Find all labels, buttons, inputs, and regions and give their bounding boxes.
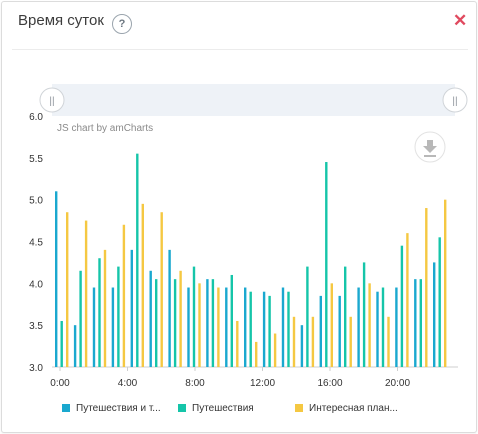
bar-series2[interactable] <box>268 295 271 367</box>
bar-series3[interactable] <box>103 249 107 367</box>
bar-series3[interactable] <box>425 208 428 367</box>
bar-series2[interactable] <box>362 262 366 367</box>
legend-swatch-1 <box>62 404 70 412</box>
scrollbar-left-grip: || <box>49 96 54 107</box>
bar-series3[interactable] <box>236 320 239 367</box>
y-tick-label: 5.0 <box>29 196 43 207</box>
scrollbar-right-handle[interactable]: || <box>442 87 468 113</box>
bar-series1[interactable] <box>187 287 190 367</box>
bar-series1[interactable] <box>111 287 115 367</box>
x-tick-label: 12:00 <box>250 378 275 389</box>
bar-series2[interactable] <box>79 270 82 367</box>
x-tick-label: 4:00 <box>118 378 138 389</box>
x-tick-label: 8:00 <box>185 378 205 389</box>
bar-series2[interactable] <box>136 153 139 367</box>
bar-series2[interactable] <box>230 274 233 367</box>
bar-series3[interactable] <box>387 316 390 367</box>
legend: Путешествия и т... Путешествия Интересна… <box>0 403 478 423</box>
x-tick-label: 16:00 <box>317 378 342 389</box>
bar-series3[interactable] <box>141 203 144 367</box>
legend-item-2[interactable]: Путешествия <box>178 403 254 414</box>
bar-series1[interactable] <box>225 287 228 367</box>
bar-series3[interactable] <box>273 333 277 367</box>
scrollbar-track[interactable] <box>52 84 455 116</box>
legend-label-3: Интересная план... <box>309 403 398 414</box>
bar-series2[interactable] <box>344 266 347 367</box>
x-tick-label: 0:00 <box>50 378 70 389</box>
bar-series1[interactable] <box>244 287 247 367</box>
bar-series3[interactable] <box>66 212 69 367</box>
bar-series1[interactable] <box>206 279 209 367</box>
legend-label-1: Путешествия и т... <box>76 403 161 414</box>
download-icon[interactable] <box>414 131 446 163</box>
bar-series3[interactable] <box>255 341 258 367</box>
bar-series3[interactable] <box>84 220 88 367</box>
bar-series1[interactable] <box>376 291 379 367</box>
bar-series2[interactable] <box>438 237 441 367</box>
scrollbar-left-handle[interactable]: || <box>39 87 65 113</box>
bar-series1[interactable] <box>300 325 304 367</box>
bar-series3[interactable] <box>179 270 182 367</box>
bar-series1[interactable] <box>149 270 152 367</box>
bar-series1[interactable] <box>433 262 436 367</box>
bar-series1[interactable] <box>168 249 171 367</box>
bar-series1[interactable] <box>395 287 398 367</box>
help-icon[interactable]: ? <box>112 14 132 34</box>
legend-item-3[interactable]: Интересная план... <box>295 403 398 414</box>
bar-series2[interactable] <box>211 279 215 367</box>
y-tick-label: 5.5 <box>29 154 43 165</box>
y-tick-label: 4.0 <box>29 279 43 290</box>
close-icon[interactable]: ✕ <box>453 11 468 30</box>
bar-series2[interactable] <box>117 266 120 367</box>
legend-swatch-2 <box>178 404 186 412</box>
bar-series2[interactable] <box>400 245 404 367</box>
bar-series2[interactable] <box>419 279 422 367</box>
bar-series1[interactable] <box>55 191 58 367</box>
divider <box>12 49 468 50</box>
bar-series2[interactable] <box>381 287 385 367</box>
bar-series2[interactable] <box>325 162 328 367</box>
bar-series2[interactable] <box>173 279 177 367</box>
bar-series2[interactable] <box>306 266 309 367</box>
bar-series1[interactable] <box>319 295 322 367</box>
bar-series3[interactable] <box>330 283 333 367</box>
bar-series1[interactable] <box>92 287 96 367</box>
bar-series1[interactable] <box>357 287 360 367</box>
bar-series3[interactable] <box>311 316 315 367</box>
y-tick-label: 6.0 <box>29 112 43 123</box>
bar-series2[interactable] <box>155 279 158 367</box>
y-tick-label: 3.0 <box>29 363 43 374</box>
bar-series1[interactable] <box>281 287 285 367</box>
bar-series1[interactable] <box>130 249 133 367</box>
bar-series3[interactable] <box>406 233 409 367</box>
bar-series2[interactable] <box>98 258 101 367</box>
bar-series3[interactable] <box>292 316 296 367</box>
y-tick-label: 3.5 <box>29 321 43 332</box>
bar-series2[interactable] <box>249 291 252 367</box>
bar-series3[interactable] <box>217 287 220 367</box>
chart-credit: JS chart by amCharts <box>57 123 153 134</box>
bar-series2[interactable] <box>60 320 63 367</box>
bar-series1[interactable] <box>338 295 341 367</box>
y-tick-label: 4.5 <box>29 238 43 249</box>
panel-title: Время суток <box>18 12 104 29</box>
bar-series3[interactable] <box>349 316 352 367</box>
bar-series3[interactable] <box>444 199 447 367</box>
bar-series3[interactable] <box>368 283 371 367</box>
bar-series1[interactable] <box>414 279 417 367</box>
legend-item-1[interactable]: Путешествия и т... <box>62 403 161 414</box>
bar-series2[interactable] <box>192 266 196 367</box>
legend-label-2: Путешествия <box>192 403 254 414</box>
bar-series3[interactable] <box>122 224 126 367</box>
bar-series3[interactable] <box>198 283 201 367</box>
legend-swatch-3 <box>295 404 303 412</box>
bar-series3[interactable] <box>160 212 163 367</box>
scrollbar-right-grip: || <box>452 96 457 107</box>
bar-series1[interactable] <box>73 325 77 367</box>
x-tick-label: 20:00 <box>385 378 410 389</box>
bar-series1[interactable] <box>262 291 266 367</box>
bar-series2[interactable] <box>287 291 290 367</box>
